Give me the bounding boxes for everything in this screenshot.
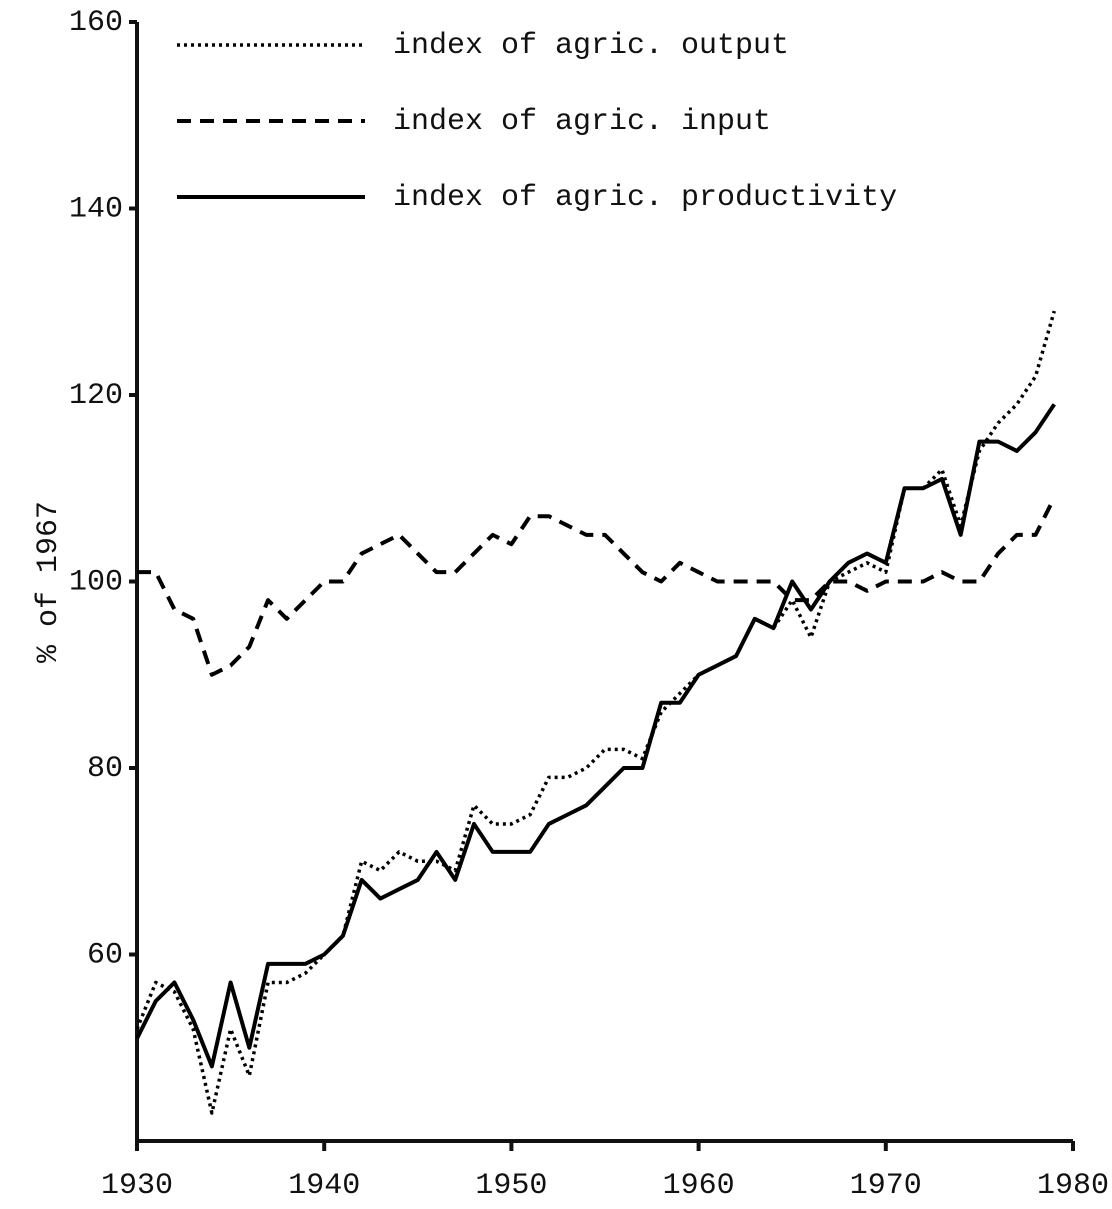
x-tick-label: 1960 xyxy=(663,1169,735,1203)
legend-label: index of agric. productivity xyxy=(393,181,897,215)
y-tick-label: 60 xyxy=(87,938,123,972)
x-tick-label: 1980 xyxy=(1037,1169,1109,1203)
x-tick-label: 1930 xyxy=(101,1169,173,1203)
y-axis-label: % of 1967 xyxy=(32,501,66,663)
y-tick-label: 160 xyxy=(69,6,123,40)
series-line xyxy=(135,403,1056,1069)
x-tick-label: 1940 xyxy=(288,1169,360,1203)
y-tick-label: 120 xyxy=(69,379,123,413)
x-tick-label: 1950 xyxy=(475,1169,547,1203)
x-tick-label: 1970 xyxy=(850,1169,922,1203)
legend-label: index of agric. output xyxy=(393,29,789,63)
series-line xyxy=(135,310,1056,1115)
legend-label: index of agric. input xyxy=(393,105,771,139)
series-line xyxy=(137,496,1057,677)
y-tick-label: 100 xyxy=(69,565,123,599)
y-tick-label: 80 xyxy=(87,752,123,786)
y-tick-label: 140 xyxy=(69,192,123,226)
